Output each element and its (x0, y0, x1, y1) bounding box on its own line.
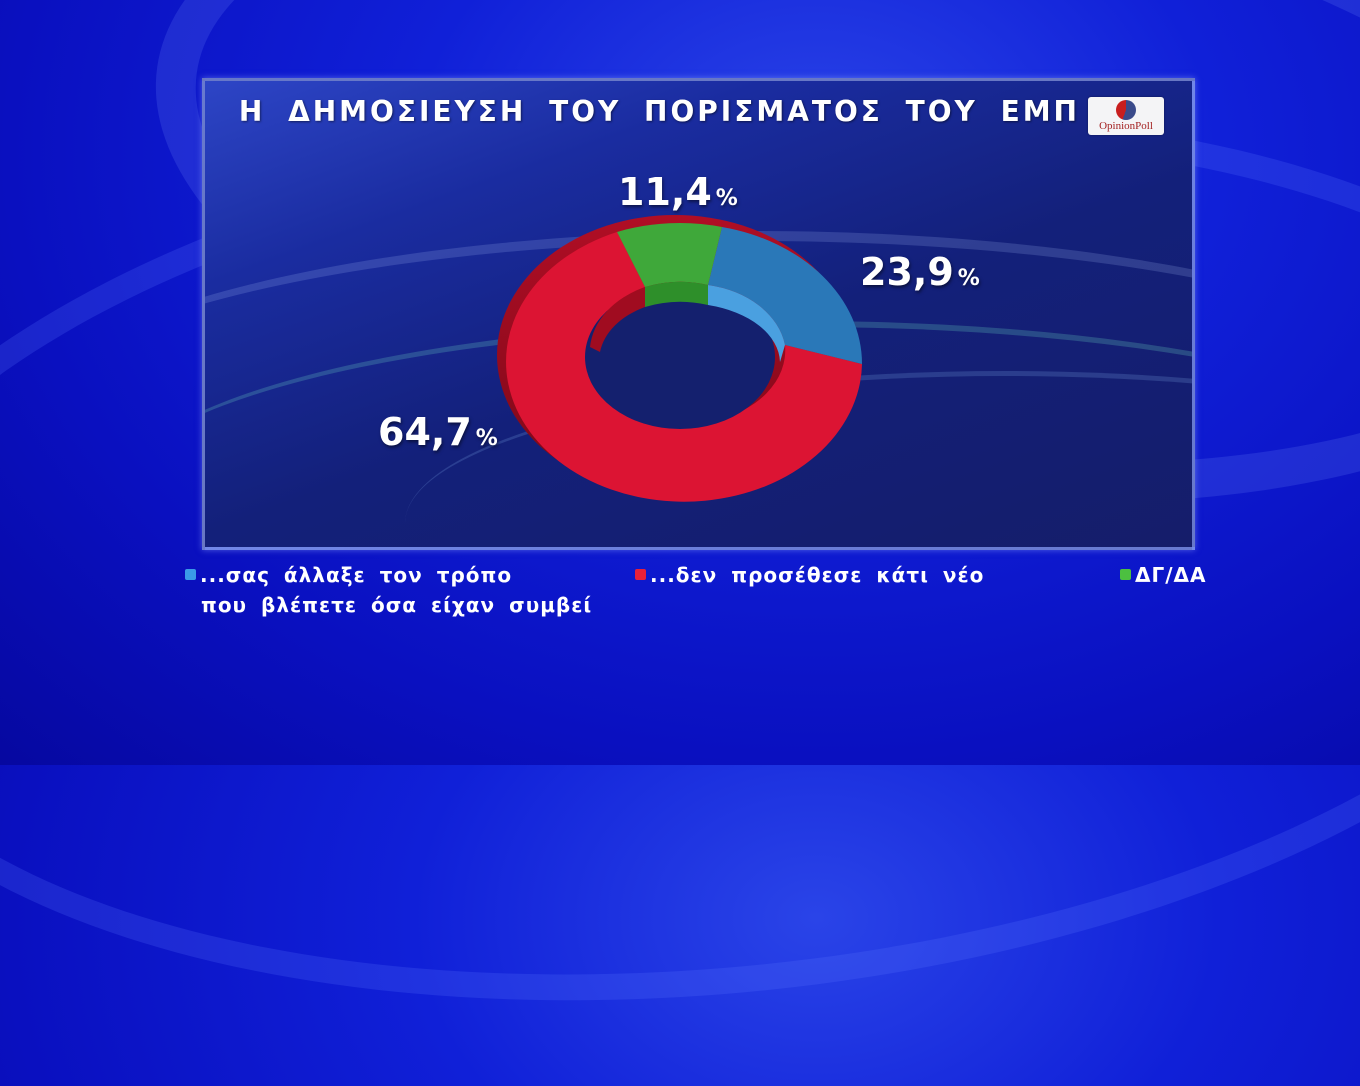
segment-red (506, 232, 862, 502)
donut-chart (497, 215, 863, 502)
swatch-blue (185, 569, 196, 580)
swatch-green (1120, 569, 1131, 580)
segment-blue (708, 227, 863, 364)
legend-item-blue: ...σας άλλαξε τον τρόπο που βλέπετε όσα … (185, 560, 592, 620)
legend-item-red: ...δεν προσέθεσε κάτι νέο (635, 560, 984, 590)
label-green: 11,4% (618, 170, 738, 214)
segment-green (617, 223, 722, 287)
label-red: 64,7% (378, 410, 498, 454)
label-blue: 23,9% (860, 250, 980, 294)
legend-item-green: ΔΓ/ΔΑ (1120, 560, 1206, 590)
swatch-red (635, 569, 646, 580)
chart-title: Η ΔΗΜΟΣΙΕΥΣΗ ΤΟΥ ΠΟΡΙΣΜΑΤΟΣ ΤΟΥ ΕΜΠ (238, 95, 1080, 128)
opinionpoll-logo: OpinionPoll (1088, 97, 1164, 135)
logo-icon (1116, 100, 1136, 120)
